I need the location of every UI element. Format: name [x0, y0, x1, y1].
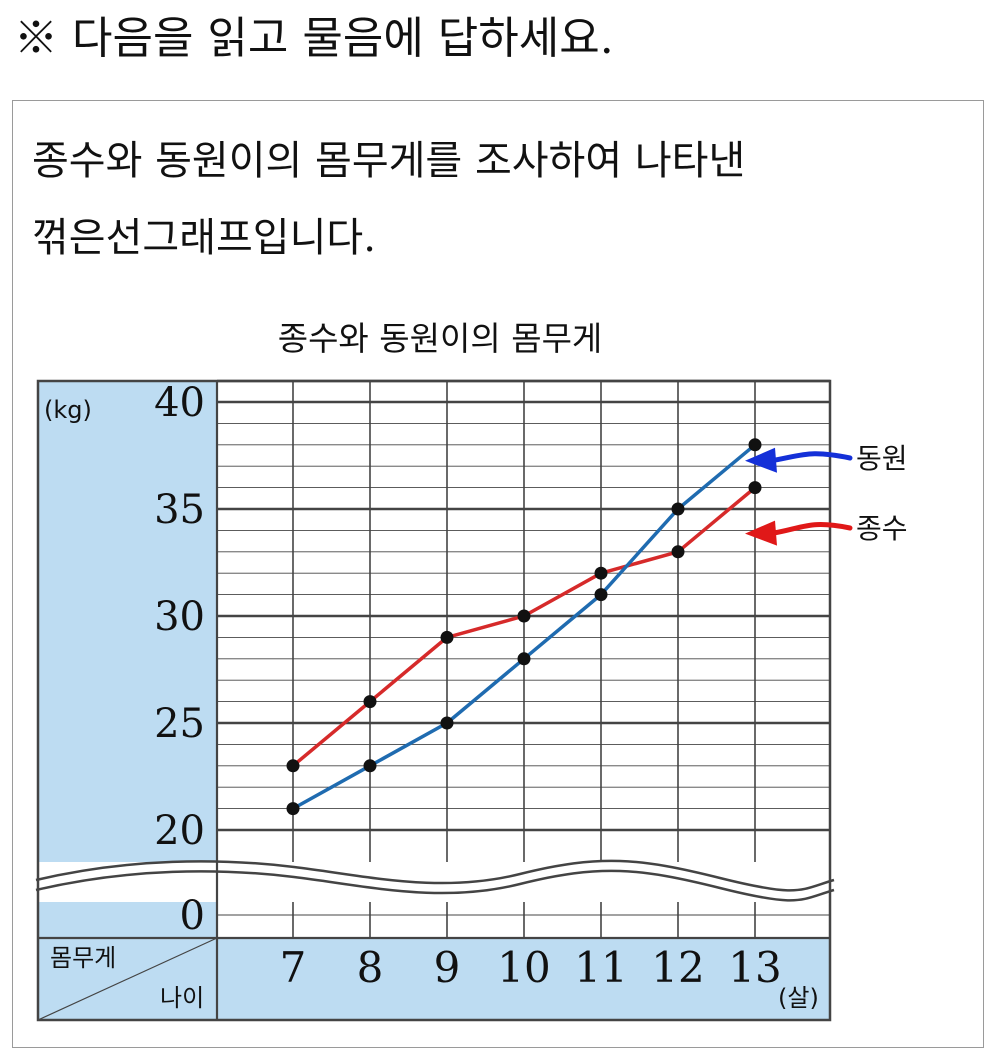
y-tick-label: 35 — [154, 487, 205, 533]
annotation-arrowhead-종수 — [745, 520, 777, 546]
annotation-label-동원: 동원 — [856, 442, 908, 475]
y-tick-label: 25 — [154, 701, 205, 747]
x-axis-row — [38, 938, 830, 1020]
annotation-arrowhead-동원 — [745, 447, 777, 473]
y-axis-title: 몸무게 — [50, 944, 116, 972]
data-point-동원 — [671, 502, 685, 516]
data-point-종수 — [748, 481, 762, 495]
y-tick-label: 0 — [180, 893, 205, 939]
data-point-동원 — [748, 438, 762, 452]
x-tick-label: 12 — [651, 943, 704, 992]
data-point-동원 — [517, 652, 531, 666]
y-tick-label: 20 — [154, 808, 205, 854]
data-point-종수 — [517, 609, 531, 623]
annotation-arrow-종수 — [768, 522, 853, 537]
x-tick-label: 8 — [357, 943, 384, 992]
chart-frame — [36, 379, 832, 1022]
problem-text-line1: 종수와 동원이의 몸무게를 조사하여 나타낸 — [32, 138, 746, 184]
data-point-동원 — [363, 759, 377, 773]
x-axis-title: 나이 — [160, 984, 204, 1012]
axis-break-wave-bottom — [35, 869, 835, 902]
data-point-동원 — [286, 802, 300, 816]
y-unit-label: (kg) — [44, 396, 92, 424]
data-point-종수 — [594, 566, 608, 580]
chart-title: 종수와 동원이의 몸무게 — [278, 319, 603, 358]
data-point-동원 — [440, 716, 454, 730]
annotation-arrow-동원 — [768, 451, 853, 464]
problem-text-line2: 꺾은선그래프입니다. — [32, 215, 376, 261]
y-axis-panel — [38, 381, 217, 938]
x-tick-label: 10 — [497, 943, 550, 992]
y-tick-label: 40 — [154, 380, 205, 426]
data-point-종수 — [671, 545, 685, 559]
data-point-종수 — [286, 759, 300, 773]
x-tick-label: 7 — [280, 943, 307, 992]
x-unit-label: (살) — [778, 984, 819, 1012]
data-point-동원 — [594, 588, 608, 602]
instruction-text: ※ 다음을 읽고 물음에 답하세요. — [14, 13, 614, 64]
corner-diagonal — [37, 937, 218, 1021]
x-tick-label: 11 — [574, 943, 627, 992]
x-tick-label: 13 — [728, 943, 781, 992]
x-tick-label: 9 — [434, 943, 461, 992]
data-point-종수 — [440, 630, 454, 644]
y-tick-label: 30 — [154, 594, 205, 640]
annotation-label-종수: 종수 — [856, 512, 908, 545]
data-point-종수 — [363, 695, 377, 709]
axis-break-wave-top — [35, 859, 835, 892]
